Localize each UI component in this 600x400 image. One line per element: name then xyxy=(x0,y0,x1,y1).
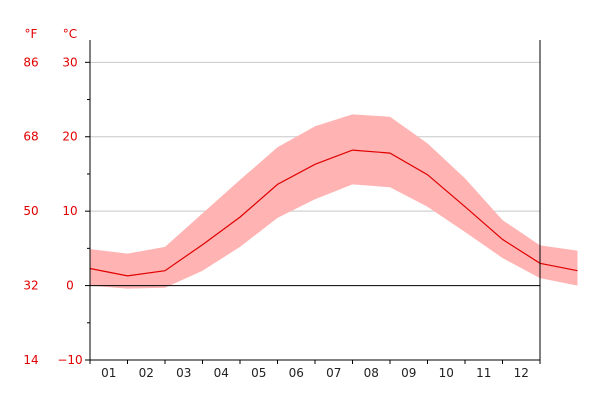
x-tick-label: 02 xyxy=(139,366,154,380)
y-tick-label-fahrenheit: 68 xyxy=(23,130,38,144)
x-tick-label: 09 xyxy=(401,366,416,380)
temperature-range-band xyxy=(90,114,578,289)
x-tick-label: 07 xyxy=(326,366,341,380)
y-tick-label-celsius: −10 xyxy=(57,353,82,367)
y-tick-label-celsius: 30 xyxy=(62,55,77,69)
y-tick-label-fahrenheit: 14 xyxy=(23,353,38,367)
mean-temperature-line xyxy=(89,149,578,277)
x-tick-label: 01 xyxy=(101,366,116,380)
x-tick-label: 04 xyxy=(214,366,229,380)
x-tick-label: 11 xyxy=(476,366,491,380)
y-tick-label-celsius: 20 xyxy=(62,130,77,144)
x-tick-label: 06 xyxy=(289,366,304,380)
y-tick-label-fahrenheit: 50 xyxy=(23,204,38,218)
x-tick-label: 03 xyxy=(176,366,191,380)
y-tick-label-celsius: 10 xyxy=(62,204,77,218)
y-tick-label-celsius: 0 xyxy=(66,279,74,293)
celsius-unit-label: °C xyxy=(63,27,77,41)
x-tick-label: 08 xyxy=(364,366,379,380)
x-tick-label: 05 xyxy=(251,366,266,380)
x-tick-label: 12 xyxy=(514,366,529,380)
y-tick-label-fahrenheit: 32 xyxy=(23,279,38,293)
y-tick-label-fahrenheit: 86 xyxy=(23,55,38,69)
x-tick-label: 10 xyxy=(439,366,454,380)
tick-labels: °F °C 30 86 20 68 10 50 0 32 −10 14 01 02 03 04 05 06 07… xyxy=(23,27,529,380)
tick-marks xyxy=(85,61,541,364)
fahrenheit-unit-label: °F xyxy=(25,27,38,41)
